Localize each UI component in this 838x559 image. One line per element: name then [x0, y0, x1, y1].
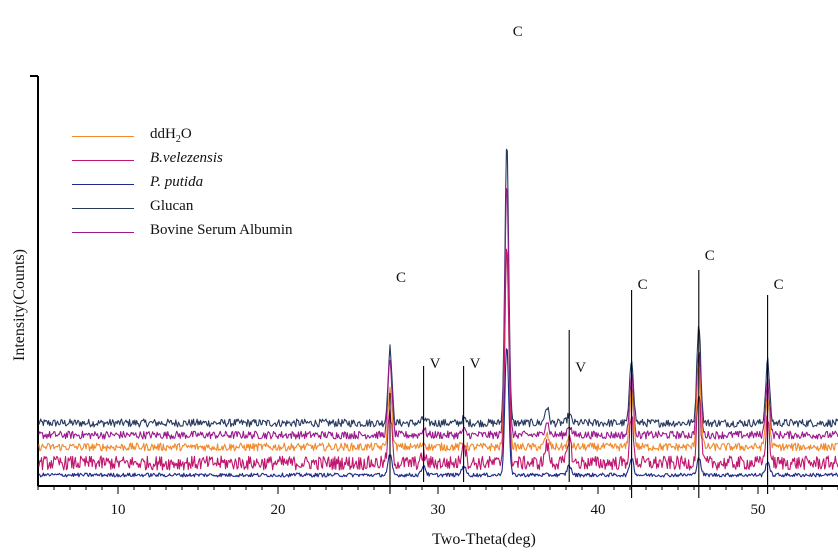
series-line	[38, 188, 838, 440]
legend-swatch	[72, 208, 134, 209]
legend-item-ddh2o: ddH2O	[72, 124, 342, 148]
series-line	[38, 248, 838, 471]
peak-label: C	[513, 24, 523, 40]
peak-label: V	[470, 356, 481, 372]
x-tick-label: 30	[431, 502, 446, 518]
x-tick-label: 10	[111, 502, 126, 518]
legend-item-p-putida: P. putida	[72, 172, 342, 196]
y-axis-label: Intensity(Counts)	[11, 249, 28, 361]
peak-label: C	[774, 277, 784, 293]
series-line	[38, 348, 838, 478]
legend-swatch	[72, 232, 134, 233]
peak-label: V	[575, 360, 586, 376]
x-tick-label: 20	[271, 502, 286, 518]
legend-item-bsa: Bovine Serum Albumin	[72, 220, 342, 244]
x-tick-label: 40	[591, 502, 606, 518]
legend: ddH2O B.velezensis P. putida Glucan Bovi…	[72, 124, 342, 244]
legend-label: Glucan	[150, 198, 194, 214]
legend-label: ddH2O	[150, 126, 192, 145]
legend-label: Bovine Serum Albumin	[150, 222, 293, 238]
legend-swatch	[72, 184, 134, 185]
peak-label: C	[396, 270, 406, 286]
x-tick-label: 50	[751, 502, 766, 518]
legend-label: P. putida	[150, 174, 204, 190]
legend-item-b-velezensis: B.velezensis	[72, 148, 342, 172]
series-line	[38, 148, 838, 428]
legend-label: B.velezensis	[150, 150, 223, 166]
peak-label: V	[430, 356, 441, 372]
peak-label: C	[638, 277, 648, 293]
legend-item-glucan: Glucan	[72, 196, 342, 220]
x-axis-label: Two-Theta(deg)	[432, 531, 536, 548]
peak-label: C	[705, 248, 715, 264]
legend-swatch	[72, 136, 134, 137]
legend-swatch	[72, 160, 134, 161]
series-line	[38, 253, 838, 452]
